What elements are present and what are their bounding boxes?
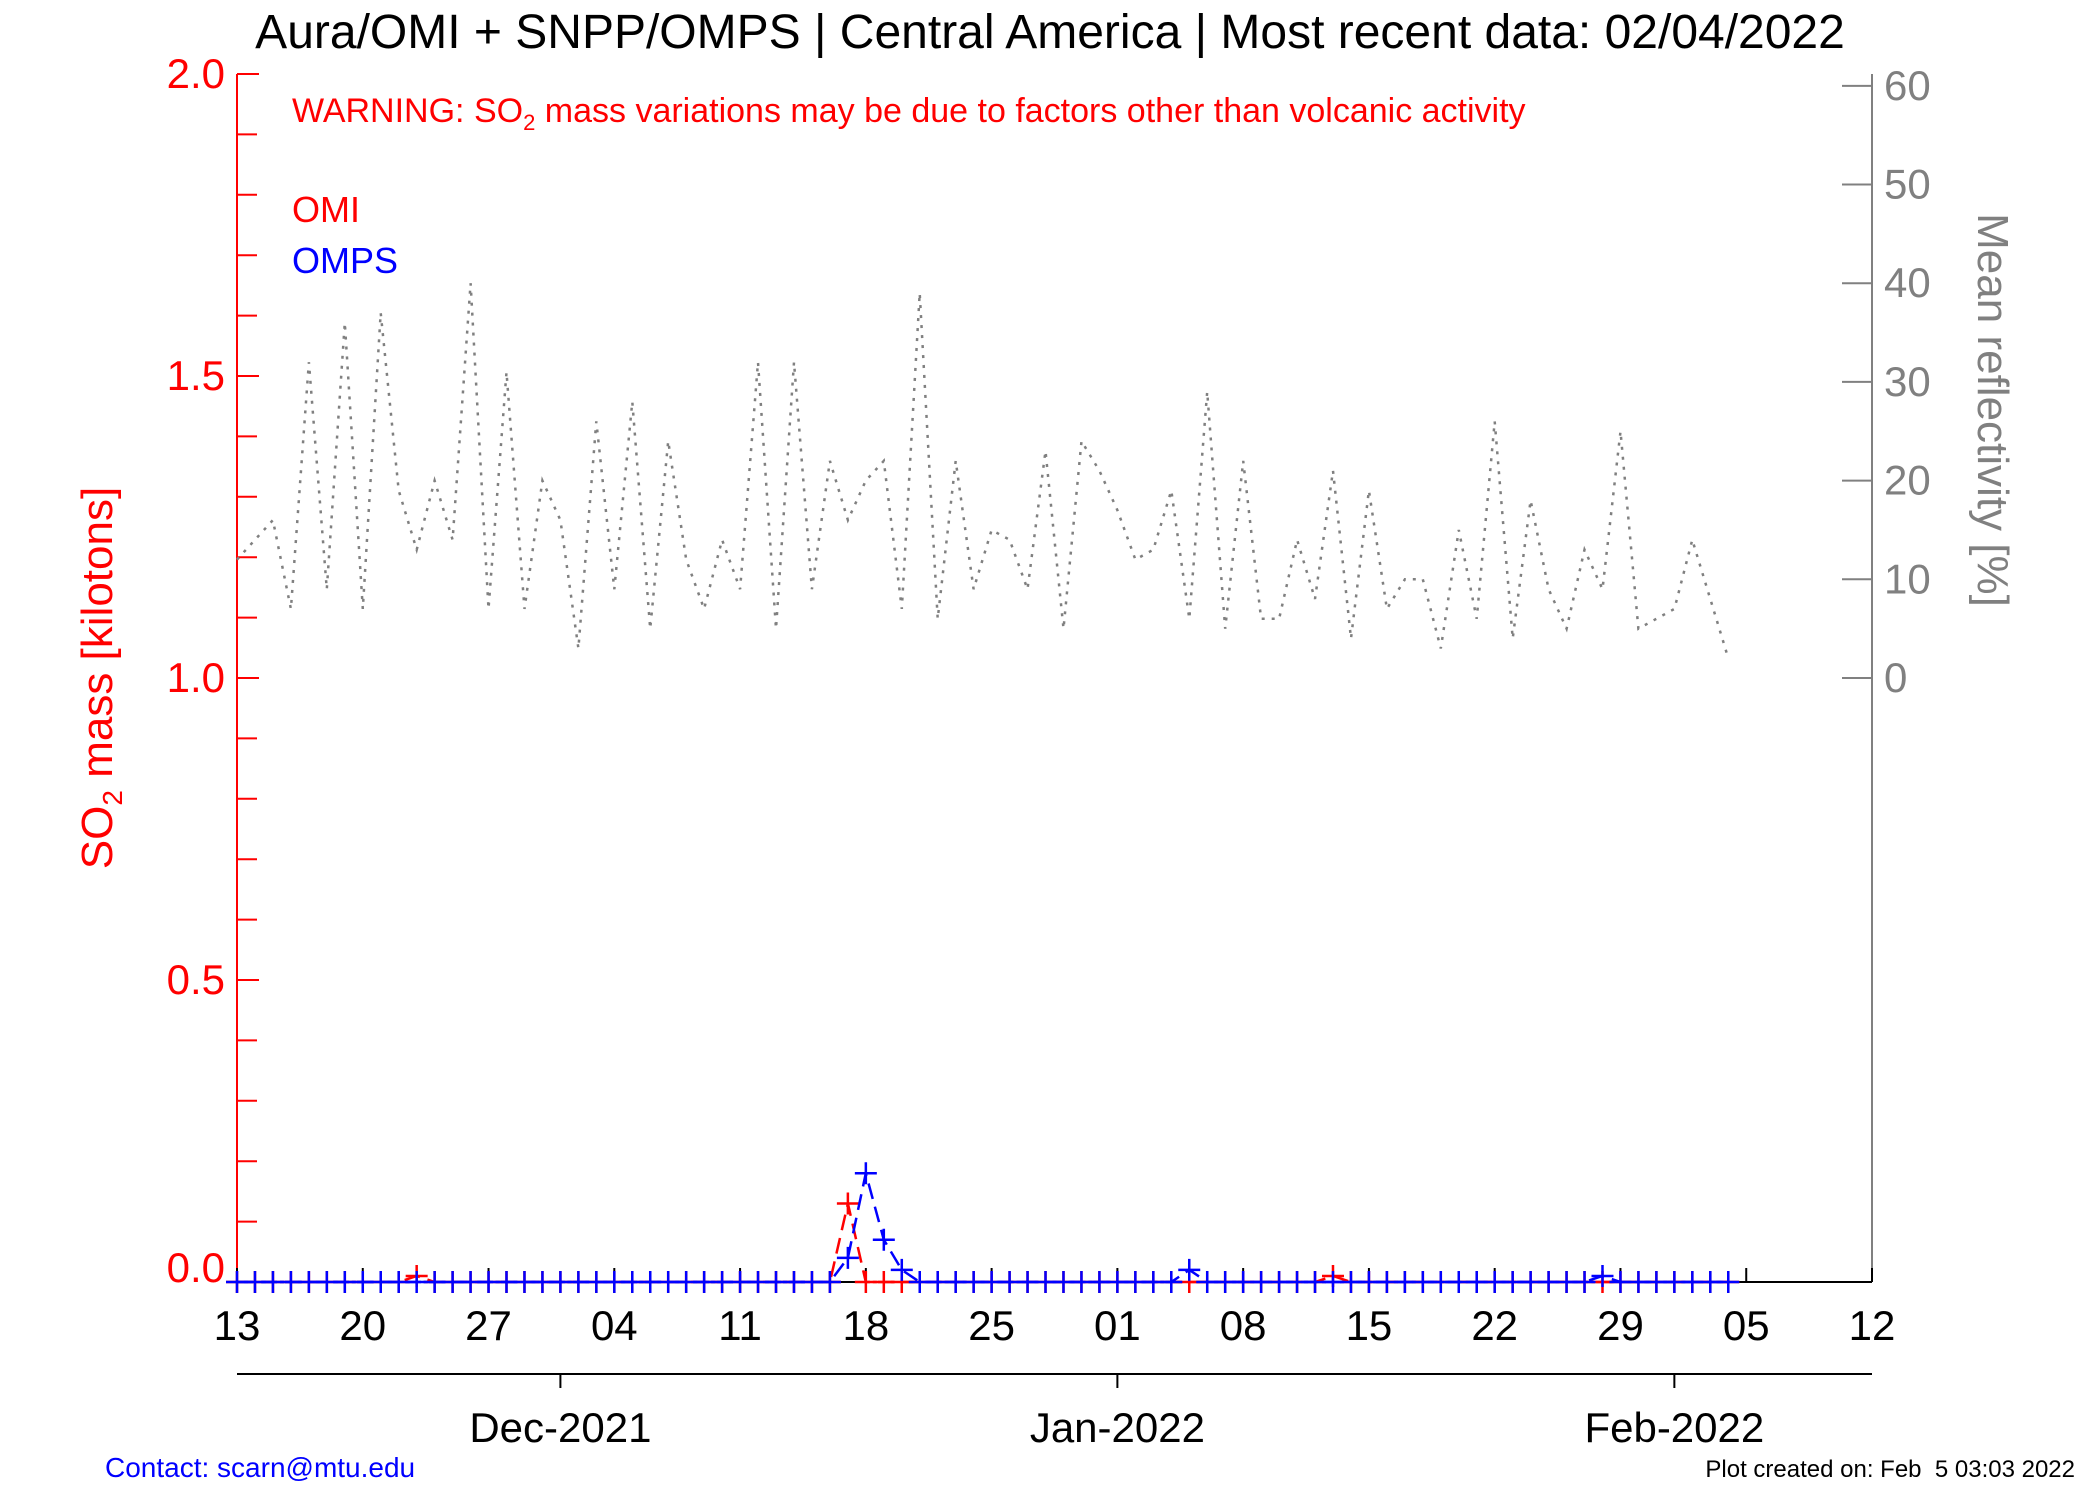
x-tick-label: 12 — [1849, 1302, 1896, 1349]
chart-title: Aura/OMI + SNPP/OMPS | Central America |… — [255, 6, 1845, 59]
plus-marker — [854, 1162, 877, 1185]
y2-tick-label: 60 — [1884, 62, 1931, 109]
plus-marker — [1178, 1258, 1201, 1281]
plus-marker — [1591, 1264, 1614, 1287]
y-label-subscript: 2 — [97, 790, 128, 806]
y2-tick-label: 20 — [1884, 457, 1931, 504]
plus-marker — [1160, 1271, 1183, 1293]
x-tick-label: 15 — [1346, 1302, 1393, 1349]
plus-marker — [1717, 1271, 1740, 1293]
y-tick-label: 1.0 — [167, 654, 225, 701]
plus-marker — [872, 1228, 895, 1251]
x-tick-label: 29 — [1597, 1302, 1644, 1349]
y-label-text: mass [kilotons] — [73, 487, 122, 790]
y2-tick-label: 50 — [1884, 161, 1931, 208]
plot-created: Plot created on: Feb 5 03:03 2022 — [1705, 1456, 2075, 1483]
y-axis-label: SO2 mass [kilotons] — [73, 487, 128, 869]
y2-tick-label: 30 — [1884, 358, 1931, 405]
y2-tick-label: 0 — [1884, 654, 1907, 701]
y-label-text: SO — [73, 806, 122, 870]
plus-marker — [1573, 1271, 1596, 1293]
y2-tick-label: 10 — [1884, 555, 1931, 602]
x-tick-label: 01 — [1094, 1302, 1141, 1349]
series-line — [237, 1172, 1729, 1284]
month-label: Jan-2022 — [1030, 1404, 1205, 1451]
plus-marker — [836, 1246, 859, 1269]
plus-marker — [890, 1258, 913, 1281]
series-line — [236, 283, 1730, 659]
warning-text: WARNING: SO — [292, 92, 523, 130]
y-tick-label: 2.0 — [167, 50, 225, 97]
warning-text: mass variations may be due to factors ot… — [535, 92, 1525, 130]
y2-tick-label: 40 — [1884, 259, 1931, 306]
y2-axis-label: Mean reflectivity [%] — [1968, 213, 2017, 607]
warning: WARNING: SO2 mass variations may be due … — [292, 92, 1526, 135]
legend-entry: OMI — [292, 189, 360, 230]
legend-entry: OMPS — [292, 240, 398, 281]
warning-subscript: 2 — [523, 110, 535, 135]
x-tick-label: 25 — [968, 1302, 1015, 1349]
month-label: Dec-2021 — [469, 1404, 651, 1451]
month-label: Feb-2022 — [1584, 1404, 1764, 1451]
y-tick-label: 0.0 — [167, 1244, 225, 1291]
x-tick-label: 27 — [465, 1302, 512, 1349]
y-tick-label: 1.5 — [167, 352, 225, 399]
x-tick-label: 18 — [842, 1302, 889, 1349]
x-tick-label: 05 — [1723, 1302, 1770, 1349]
x-tick-label: 13 — [214, 1302, 261, 1349]
x-tick-label: 20 — [339, 1302, 386, 1349]
contact: Contact: scarn@mtu.edu — [105, 1452, 415, 1483]
x-tick-label: 04 — [591, 1302, 638, 1349]
x-tick-label: 11 — [718, 1302, 762, 1349]
x-tick-label: 22 — [1471, 1302, 1518, 1349]
plus-marker — [836, 1192, 859, 1215]
x-tick-label: 08 — [1220, 1302, 1267, 1349]
y-tick-label: 0.5 — [167, 956, 225, 1003]
series-line — [237, 1203, 1729, 1284]
plus-marker — [818, 1271, 841, 1293]
